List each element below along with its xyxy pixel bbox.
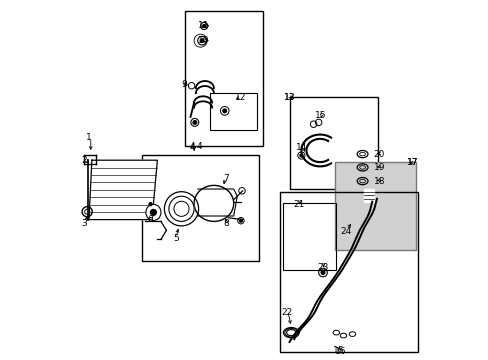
Circle shape bbox=[321, 271, 324, 274]
Bar bbox=[363, 189, 373, 202]
Circle shape bbox=[149, 203, 152, 206]
Bar bbox=[279, 192, 417, 352]
Circle shape bbox=[203, 24, 205, 27]
Bar bbox=[283, 203, 335, 270]
Text: 18: 18 bbox=[373, 177, 385, 186]
Text: 21: 21 bbox=[293, 200, 305, 209]
Bar bbox=[289, 97, 377, 189]
Text: 23: 23 bbox=[317, 263, 328, 271]
Bar bbox=[210, 93, 257, 130]
Circle shape bbox=[223, 109, 226, 113]
Text: 16: 16 bbox=[332, 346, 344, 355]
Circle shape bbox=[239, 219, 242, 222]
Ellipse shape bbox=[145, 204, 161, 220]
Text: 6: 6 bbox=[147, 215, 153, 224]
Text: 7: 7 bbox=[223, 174, 228, 183]
Circle shape bbox=[193, 121, 196, 124]
Text: 19: 19 bbox=[373, 163, 385, 172]
Text: 22: 22 bbox=[281, 307, 292, 317]
Bar bbox=[335, 162, 415, 250]
Text: 14: 14 bbox=[296, 143, 307, 152]
Text: 20: 20 bbox=[373, 150, 385, 158]
Ellipse shape bbox=[168, 196, 194, 221]
Text: 4: 4 bbox=[189, 143, 195, 152]
Text: 13: 13 bbox=[284, 93, 295, 102]
Text: 15: 15 bbox=[314, 111, 326, 120]
Text: 11: 11 bbox=[198, 21, 209, 30]
Text: 24: 24 bbox=[340, 227, 351, 236]
Text: 4: 4 bbox=[196, 143, 202, 152]
Polygon shape bbox=[197, 189, 237, 216]
Bar bbox=[142, 155, 258, 261]
Text: 2: 2 bbox=[81, 156, 87, 165]
Text: 3: 3 bbox=[81, 219, 87, 228]
Bar bbox=[185, 11, 262, 146]
Ellipse shape bbox=[174, 201, 189, 216]
Text: 8: 8 bbox=[223, 219, 228, 228]
Text: 10: 10 bbox=[198, 36, 209, 45]
Text: 17: 17 bbox=[407, 158, 418, 167]
Text: 9: 9 bbox=[181, 80, 186, 89]
Circle shape bbox=[200, 39, 203, 42]
Circle shape bbox=[299, 154, 302, 157]
Text: 13: 13 bbox=[284, 94, 295, 102]
Text: 4: 4 bbox=[189, 143, 195, 152]
Polygon shape bbox=[89, 160, 157, 220]
Text: 1: 1 bbox=[86, 133, 92, 142]
Text: 17: 17 bbox=[407, 158, 418, 167]
Text: 12: 12 bbox=[235, 93, 246, 102]
Circle shape bbox=[150, 210, 156, 215]
Polygon shape bbox=[194, 191, 233, 212]
Text: 5: 5 bbox=[173, 234, 179, 243]
Text: 16: 16 bbox=[334, 346, 346, 356]
